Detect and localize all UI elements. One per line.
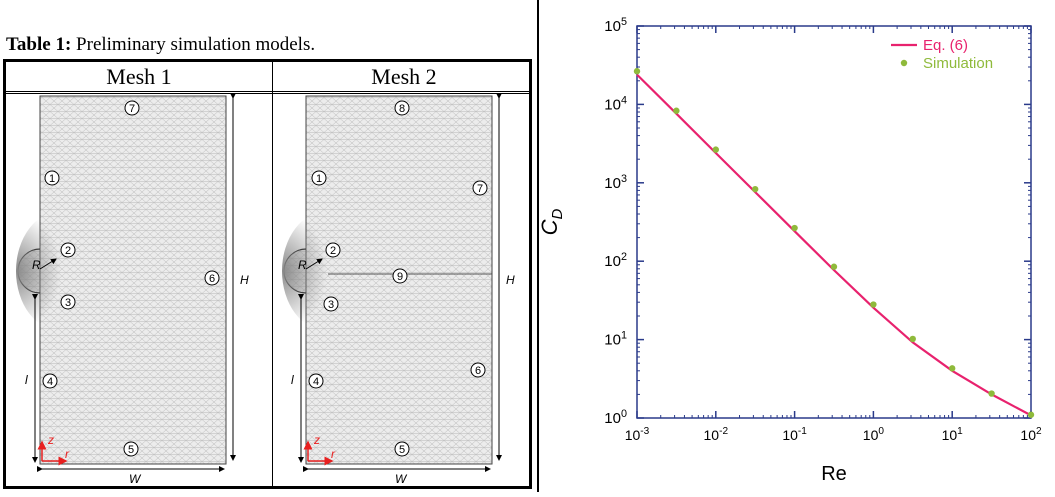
table-caption: Table 1: Preliminary simulation models.: [6, 34, 316, 55]
table-header: Mesh 1 Mesh 2: [6, 62, 529, 94]
legend-label: Eq. (6): [923, 37, 968, 54]
mesh1-region-5: 5: [128, 444, 134, 456]
mesh2-diagram: 8 1 7 2 9 3 4 6 5 H l W R z r: [282, 94, 515, 486]
mesh1-dim-W: W: [129, 472, 142, 486]
column-separator: [272, 62, 273, 486]
mesh1-diagram: 7 1 2 3 4 5 6 H l W R z r: [16, 94, 249, 486]
column-header-mesh1: Mesh 1: [106, 64, 172, 89]
x-tick-label: 10-1: [782, 426, 807, 443]
mesh2-region-2: 2: [330, 245, 336, 257]
mesh2-dim-l: l: [291, 373, 294, 387]
table-panel: Table 1: Preliminary simulation models. …: [3, 34, 532, 489]
simulation-point: [712, 146, 719, 153]
y-tick-label: 100: [604, 408, 627, 427]
simulation-point: [633, 68, 641, 75]
y-tick-label: 101: [604, 330, 627, 349]
mesh2-dim-H: H: [506, 273, 515, 287]
mesh1-region-2: 2: [65, 245, 71, 257]
mesh2-region-4: 4: [313, 376, 319, 388]
simulation-point: [909, 335, 916, 343]
y-tick-label: 105: [604, 16, 627, 35]
legend-label: Simulation: [923, 55, 993, 72]
mesh1-dim-R: R: [32, 258, 41, 272]
simulation-point: [870, 301, 877, 308]
simulation-point: [830, 263, 838, 270]
mesh2-dim-R: R: [298, 258, 307, 272]
simulation-point: [751, 185, 759, 193]
mesh1-region-4: 4: [47, 376, 53, 388]
legend-dot-swatch: [900, 59, 908, 67]
plot-frame: [636, 25, 1032, 419]
mesh1-dim-l: l: [25, 373, 28, 387]
mesh2-region-6: 6: [475, 365, 481, 377]
simulation-table: Mesh 1 Mesh 2: [3, 59, 532, 489]
chart-panel: 10-3 10-2 10-1 100 101 102 100 101 102 103 104 105 R…: [537, 0, 1055, 492]
mesh2-axis-r: r: [331, 447, 336, 461]
y-tick-label: 104: [604, 94, 627, 113]
x-tick-label: 101: [942, 426, 964, 443]
x-axis-label: Re: [821, 463, 847, 485]
y-tick-label: 103: [604, 173, 627, 192]
panel-divider: [537, 0, 539, 492]
mesh-diagrams: 7 1 2 3 4 5 6 H l W R z r: [16, 94, 515, 486]
mesh2-axis-z: z: [313, 433, 320, 447]
mesh1-region-1: 1: [49, 173, 55, 185]
x-tick-label: 10-2: [704, 426, 729, 443]
y-tick-label: 102: [604, 251, 627, 270]
mesh2-dim-W: W: [395, 472, 408, 486]
mesh1-region-6: 6: [209, 273, 215, 285]
x-tick-label: 102: [1020, 426, 1042, 443]
mesh2-region-5: 5: [399, 444, 405, 456]
mesh1-region-7: 7: [129, 103, 135, 115]
simulation-point: [673, 107, 680, 114]
mesh2-region-9: 9: [397, 271, 403, 283]
mesh1-axis-z: z: [47, 433, 54, 447]
mesh2-region-3: 3: [328, 299, 334, 311]
mesh2-region-1: 1: [316, 173, 322, 185]
x-tick-label: 10-3: [625, 426, 650, 443]
x-tick-label: 100: [863, 426, 885, 443]
drag-coefficient-chart: 10-3 10-2 10-1 100 101 102 100 101 102 103 104 105 R…: [537, 16, 1042, 485]
y-axis-label: CD: [541, 208, 566, 235]
mesh2-region-8: 8: [399, 103, 405, 115]
mesh2-region-7: 7: [477, 183, 483, 195]
mesh1-axis-r: r: [65, 447, 70, 461]
column-header-mesh2: Mesh 2: [371, 64, 437, 89]
simulation-point: [1027, 411, 1035, 418]
mesh1-dim-H: H: [240, 273, 249, 287]
mesh1-region-3: 3: [65, 297, 71, 309]
series-line-eq6: [636, 73, 1032, 417]
simulation-point: [988, 390, 995, 397]
simulation-point: [949, 365, 956, 372]
simulation-point: [791, 224, 798, 232]
